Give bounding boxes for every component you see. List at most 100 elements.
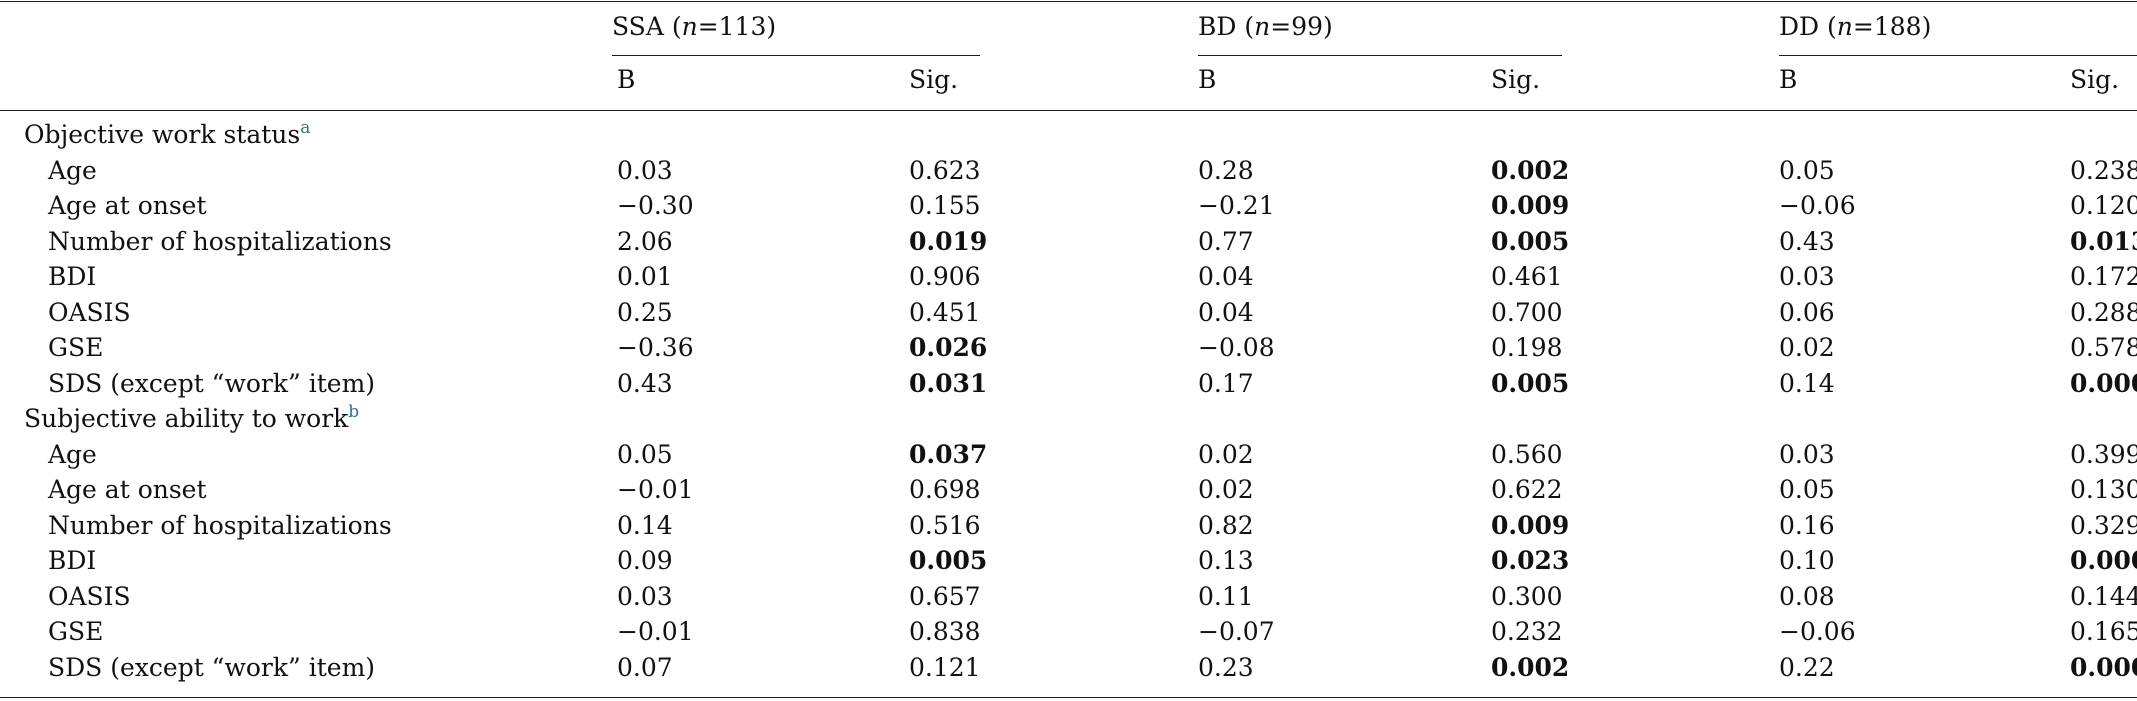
cell-bd-b: 0.23 bbox=[1198, 652, 1254, 682]
cell-bd-sig: 0.461 bbox=[1491, 262, 1563, 291]
equals-sign: = bbox=[697, 12, 719, 41]
cell-bd-b: 0.77 bbox=[1198, 226, 1254, 256]
cell-dd-sig: 0.000 bbox=[2070, 368, 2137, 398]
cell-dd-b: 0.16 bbox=[1779, 510, 1835, 540]
cell-bd-b: 0.02 bbox=[1198, 439, 1254, 469]
cell-dd-sig: 0.120 bbox=[2070, 191, 2137, 220]
row-label: Age bbox=[48, 155, 97, 185]
col-header-ssa-sig: Sig. bbox=[909, 65, 959, 94]
table-bottom-rule bbox=[0, 697, 2137, 698]
cell-dd-sig: 0.578 bbox=[2070, 333, 2137, 362]
cell-bd-b: −0.07 bbox=[1198, 617, 1275, 646]
row-label: OASIS bbox=[48, 581, 131, 611]
footnote-marker: a bbox=[300, 118, 311, 138]
cell-bd-b: −0.08 bbox=[1198, 333, 1275, 362]
header-bottom-rule bbox=[0, 110, 2137, 111]
cell-ssa-sig: 0.155 bbox=[909, 191, 981, 220]
row-label: Number of hospitalizations bbox=[48, 226, 392, 256]
cell-ssa-sig: 0.019 bbox=[909, 226, 988, 256]
cell-dd-b: 0.03 bbox=[1779, 439, 1835, 469]
cell-ssa-b: 0.03 bbox=[617, 155, 673, 185]
cell-ssa-sig: 0.516 bbox=[909, 510, 981, 540]
cell-bd-sig: 0.002 bbox=[1491, 652, 1570, 682]
cell-bd-b: −0.21 bbox=[1198, 191, 1275, 220]
group-name: BD bbox=[1198, 12, 1237, 41]
cell-bd-sig: 0.300 bbox=[1491, 581, 1563, 611]
cell-bd-sig: 0.198 bbox=[1491, 333, 1563, 362]
group-header-bd: BD (n=99) bbox=[1198, 12, 1333, 41]
cell-ssa-b: 0.07 bbox=[617, 652, 673, 682]
group-header-ssa: SSA (n=113) bbox=[612, 12, 777, 41]
row-label: SDS (except “work” item) bbox=[48, 368, 376, 398]
cell-dd-b: 0.08 bbox=[1779, 581, 1835, 611]
cell-dd-b: 0.05 bbox=[1779, 155, 1835, 185]
cell-bd-b: 0.13 bbox=[1198, 546, 1254, 575]
cell-bd-b: 0.04 bbox=[1198, 297, 1254, 327]
cell-ssa-b: 0.01 bbox=[617, 262, 673, 291]
cell-dd-b: 0.02 bbox=[1779, 333, 1835, 362]
cell-dd-b: −0.06 bbox=[1779, 617, 1856, 646]
cell-bd-b: 0.17 bbox=[1198, 368, 1254, 398]
cell-ssa-sig: 0.031 bbox=[909, 368, 988, 398]
cell-ssa-sig: 0.623 bbox=[909, 155, 981, 185]
equals-sign: = bbox=[1852, 12, 1874, 41]
group-name: SSA bbox=[612, 12, 664, 41]
section-label: Objective work statusa bbox=[24, 118, 311, 153]
cell-dd-sig: 0.130 bbox=[2070, 475, 2137, 504]
cell-bd-sig: 0.009 bbox=[1491, 510, 1570, 540]
row-label: BDI bbox=[48, 546, 97, 575]
cell-bd-sig: 0.700 bbox=[1491, 297, 1563, 327]
cell-ssa-b: −0.01 bbox=[617, 475, 694, 504]
cell-dd-sig: 0.000 bbox=[2070, 546, 2137, 575]
section-label: Subjective ability to workb bbox=[24, 402, 359, 437]
cell-bd-sig: 0.622 bbox=[1491, 475, 1563, 504]
n-symbol: n bbox=[1254, 12, 1271, 41]
row-label: GSE bbox=[48, 617, 104, 646]
cell-bd-sig: 0.560 bbox=[1491, 439, 1563, 469]
n-symbol: n bbox=[1836, 12, 1853, 41]
cell-dd-b: 0.14 bbox=[1779, 368, 1835, 398]
cell-ssa-b: 0.14 bbox=[617, 510, 673, 540]
cell-bd-b: 0.02 bbox=[1198, 475, 1254, 504]
n-symbol: n bbox=[681, 12, 698, 41]
cell-ssa-b: 0.05 bbox=[617, 439, 673, 469]
cell-ssa-b: −0.01 bbox=[617, 617, 694, 646]
cell-ssa-sig: 0.838 bbox=[909, 617, 981, 646]
cell-bd-sig: 0.005 bbox=[1491, 226, 1570, 256]
cell-dd-sig: 0.399 bbox=[2070, 439, 2137, 469]
cell-ssa-b: 0.03 bbox=[617, 581, 673, 611]
cell-ssa-b: 0.43 bbox=[617, 368, 673, 398]
cell-ssa-b: 2.06 bbox=[617, 226, 673, 256]
section-title: Subjective ability to work bbox=[24, 404, 349, 433]
cell-bd-b: 0.04 bbox=[1198, 262, 1254, 291]
col-header-dd-b: B bbox=[1779, 65, 1798, 94]
col-header-dd-sig: Sig. bbox=[2070, 65, 2120, 94]
cell-ssa-sig: 0.037 bbox=[909, 439, 988, 469]
cell-dd-sig: 0.144 bbox=[2070, 581, 2137, 611]
cell-ssa-sig: 0.657 bbox=[909, 581, 981, 611]
row-label: Age at onset bbox=[48, 475, 207, 504]
row-label: GSE bbox=[48, 333, 104, 362]
row-label: Number of hospitalizations bbox=[48, 510, 392, 540]
cell-ssa-b: −0.30 bbox=[617, 191, 694, 220]
cell-bd-sig: 0.002 bbox=[1491, 155, 1570, 185]
group-underline-ssa bbox=[612, 55, 980, 56]
cell-dd-sig: 0.013 bbox=[2070, 226, 2137, 256]
cell-ssa-sig: 0.451 bbox=[909, 297, 981, 327]
n-value: 188 bbox=[1873, 12, 1922, 41]
cell-bd-b: 0.28 bbox=[1198, 155, 1254, 185]
group-underline-bd bbox=[1198, 55, 1562, 56]
cell-ssa-sig: 0.906 bbox=[909, 262, 981, 291]
cell-bd-sig: 0.009 bbox=[1491, 191, 1570, 220]
cell-bd-b: 0.11 bbox=[1198, 581, 1254, 611]
row-label: BDI bbox=[48, 262, 97, 291]
group-underline-dd bbox=[1779, 55, 2137, 56]
cell-ssa-sig: 0.005 bbox=[909, 546, 988, 575]
cell-dd-sig: 0.165 bbox=[2070, 617, 2137, 646]
cell-dd-b: 0.10 bbox=[1779, 546, 1835, 575]
cell-dd-b: 0.43 bbox=[1779, 226, 1835, 256]
col-header-bd-sig: Sig. bbox=[1491, 65, 1541, 94]
group-header-dd: DD (n=188) bbox=[1779, 12, 1932, 41]
row-label: OASIS bbox=[48, 297, 131, 327]
row-label: Age bbox=[48, 439, 97, 469]
